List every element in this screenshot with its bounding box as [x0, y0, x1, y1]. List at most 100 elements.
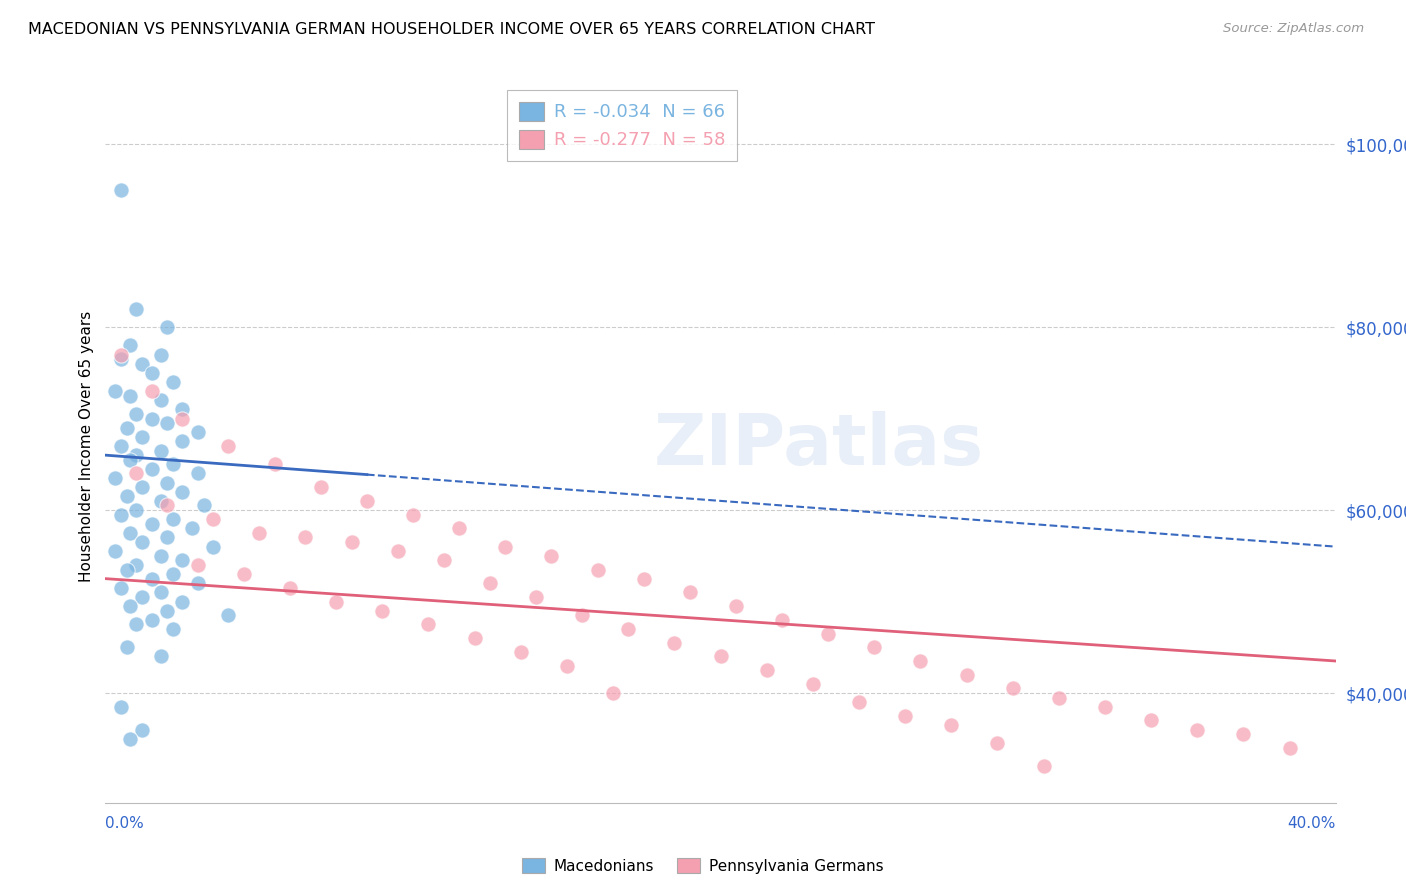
Point: [633, 572, 655, 586]
Text: Source: ZipAtlas.com: Source: ZipAtlas.com: [1223, 22, 1364, 36]
Point: [156, 416, 179, 430]
Point: [402, 508, 425, 522]
Point: [156, 475, 179, 490]
Point: [110, 581, 132, 595]
Point: [110, 439, 132, 453]
Point: [172, 402, 194, 417]
Point: [202, 540, 225, 554]
Point: [218, 439, 240, 453]
Point: [125, 301, 148, 316]
Point: [149, 443, 172, 458]
Point: [172, 594, 194, 608]
Point: [125, 467, 148, 481]
Point: [156, 320, 179, 334]
Point: [478, 576, 501, 591]
Point: [110, 183, 132, 197]
Point: [149, 347, 172, 361]
Point: [141, 366, 163, 380]
Point: [418, 617, 440, 632]
Point: [464, 631, 486, 645]
Point: [131, 357, 153, 371]
Point: [387, 544, 409, 558]
Point: [115, 489, 138, 503]
Point: [162, 375, 184, 389]
Point: [172, 434, 194, 449]
Point: [131, 590, 153, 604]
Point: [449, 521, 471, 535]
Point: [770, 613, 793, 627]
Point: [141, 572, 163, 586]
Point: [156, 531, 179, 545]
Point: [278, 581, 301, 595]
Point: [910, 654, 932, 668]
Point: [120, 525, 141, 540]
Point: [509, 645, 531, 659]
Point: [120, 599, 141, 613]
Point: [131, 535, 153, 549]
Point: [141, 384, 163, 398]
Point: [141, 411, 163, 425]
Point: [247, 525, 270, 540]
Point: [433, 553, 456, 567]
Point: [104, 384, 127, 398]
Point: [125, 503, 148, 517]
Point: [555, 658, 578, 673]
Point: [1278, 740, 1301, 755]
Point: [110, 352, 132, 367]
Point: [104, 544, 127, 558]
Point: [755, 663, 778, 677]
Point: [1232, 727, 1254, 741]
Point: [602, 686, 624, 700]
Point: [172, 411, 194, 425]
Point: [187, 467, 209, 481]
Point: [131, 430, 153, 444]
Point: [218, 608, 240, 623]
Point: [149, 393, 172, 408]
Point: [202, 512, 225, 526]
Point: [724, 599, 747, 613]
Point: [120, 731, 141, 746]
Point: [863, 640, 886, 655]
Point: [187, 576, 209, 591]
Point: [294, 531, 316, 545]
Point: [149, 549, 172, 563]
Point: [1140, 714, 1163, 728]
Point: [894, 709, 917, 723]
Point: [187, 558, 209, 572]
Point: [115, 562, 138, 576]
Point: [232, 567, 254, 582]
Point: [263, 458, 285, 472]
Point: [986, 736, 1008, 750]
Point: [156, 604, 179, 618]
Point: [524, 590, 547, 604]
Point: [540, 549, 562, 563]
Point: [193, 499, 215, 513]
Legend: Macedonians, Pennsylvania Germans: Macedonians, Pennsylvania Germans: [516, 852, 890, 880]
Point: [801, 677, 824, 691]
Y-axis label: Householder Income Over 65 years: Householder Income Over 65 years: [79, 310, 94, 582]
Text: MACEDONIAN VS PENNSYLVANIA GERMAN HOUSEHOLDER INCOME OVER 65 YEARS CORRELATION C: MACEDONIAN VS PENNSYLVANIA GERMAN HOUSEH…: [28, 22, 875, 37]
Point: [340, 535, 363, 549]
Point: [125, 558, 148, 572]
Point: [941, 718, 963, 732]
Point: [1187, 723, 1209, 737]
Point: [325, 594, 347, 608]
Point: [187, 425, 209, 440]
Point: [172, 553, 194, 567]
Point: [586, 562, 609, 576]
Point: [120, 389, 141, 403]
Text: ZIPatlas: ZIPatlas: [654, 411, 984, 481]
Point: [1032, 759, 1054, 773]
Point: [131, 480, 153, 494]
Point: [141, 462, 163, 476]
Point: [679, 585, 702, 599]
Point: [141, 516, 163, 531]
Point: [494, 540, 516, 554]
Point: [817, 626, 839, 640]
Point: [848, 695, 870, 709]
Point: [115, 640, 138, 655]
Point: [1047, 690, 1070, 705]
Point: [162, 622, 184, 636]
Point: [172, 484, 194, 499]
Point: [309, 480, 332, 494]
